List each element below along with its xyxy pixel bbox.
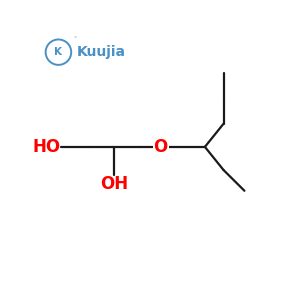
Text: K: K <box>54 47 62 57</box>
Text: OH: OH <box>100 175 128 193</box>
Text: HO: HO <box>33 138 61 156</box>
Text: °: ° <box>73 36 76 41</box>
Text: Kuujia: Kuujia <box>77 45 126 59</box>
Text: O: O <box>154 138 168 156</box>
